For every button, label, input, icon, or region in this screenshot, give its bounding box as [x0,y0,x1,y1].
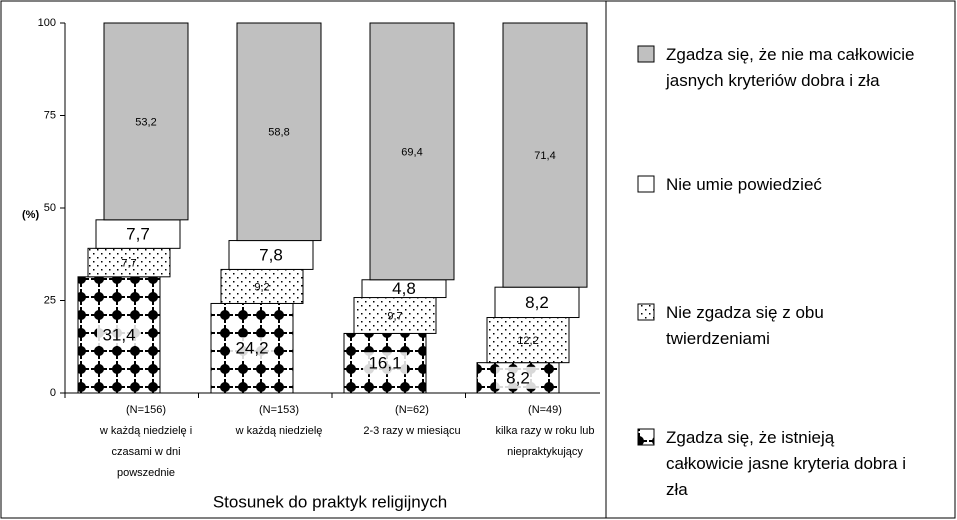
label-bg [230,337,274,360]
data-label: 53,2 [135,116,156,128]
data-label: 7,8 [259,245,283,264]
data-label: 71,4 [534,150,555,162]
y-tick-label: 50 [44,202,56,214]
legend-swatch [637,45,655,63]
x-tick-label: (N=49) [528,404,562,416]
legend-label: Zgadza się, że nie ma całkowicie jasnych… [666,45,915,90]
legend-label: Nie zgadza się z obu twierdzeniami [666,303,824,348]
data-label: 9,7 [387,310,402,322]
y-axis-label: (%) [22,209,39,221]
data-label: 69,4 [401,146,422,158]
y-tick-label: 0 [50,387,56,399]
bar-segment [95,219,181,249]
x-tick-label: w każdą niedzielę [235,425,323,437]
y-tick-label: 75 [44,109,56,121]
bar-segment [369,22,455,281]
x-tick-label: powszednie [117,467,175,479]
x-tick-label: kilka razy w roku lub [495,425,594,437]
bar-segment [236,22,322,242]
bar-segment [353,297,437,334]
bar-segment [87,247,171,278]
data-label: 9,2 [254,281,269,293]
bar-segment [103,22,189,221]
legend-swatch [637,175,655,193]
x-tick-label: czasami w dni [111,446,180,458]
data-label: 12,2 [517,335,538,347]
legend-swatch [637,303,655,321]
y-tick-label: 100 [38,17,56,29]
data-label: 8,2 [525,293,549,312]
data-label: 31,4 [102,325,135,344]
legend-swatch [637,428,655,446]
label-bg [363,352,407,375]
x-tick-label: 2-3 razy w miesiącu [363,425,460,437]
data-label: 7,7 [126,225,150,244]
legend-label: Nie umie powiedzieć [666,175,822,194]
data-label: 7,7 [121,257,136,269]
x-axis-label: Stosunek do praktyk religijnych [213,492,447,511]
x-tick-label: w każdą niedzielę i [99,425,192,437]
label-bg [97,323,141,346]
bar-segment [77,276,161,394]
data-label: 8,2 [506,368,530,387]
x-tick-label: niepraktykujący [507,446,583,458]
data-label: 16,1 [368,354,401,373]
legend-label: Zgadza się, że istnieją całkowicie jasne… [666,428,906,499]
label-bg [496,366,540,389]
bar-segment [502,22,588,288]
x-tick-label: (N=156) [126,404,166,416]
bar-segment [220,268,304,304]
x-tick-label: (N=153) [259,404,299,416]
bar-segment [486,317,570,364]
y-tick-label: 25 [44,294,56,306]
data-label: 24,2 [235,339,268,358]
data-label: 58,8 [268,127,289,139]
data-label: 4,8 [392,279,416,298]
x-tick-label: (N=62) [395,404,429,416]
bar-segment [228,240,314,270]
